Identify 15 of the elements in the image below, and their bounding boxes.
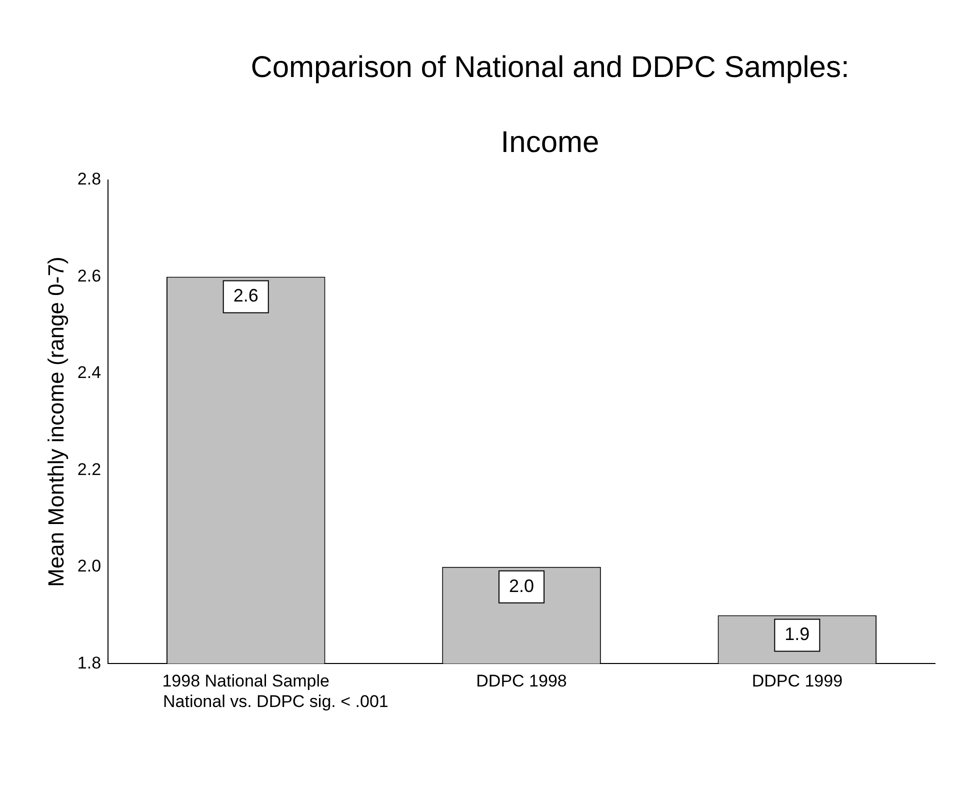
y-tick-label: 2.6 [77, 266, 102, 286]
data-label: 2.0 [509, 576, 534, 596]
x-tick-label: DDPC 1998 [476, 671, 567, 690]
data-label: 2.6 [233, 286, 258, 306]
chart-title: Comparison of National and DDPC Samples: Income [250, 51, 850, 159]
y-tick-label: 1.8 [77, 653, 102, 672]
y-axis-title: Mean Monthly income (range 0-7) [43, 256, 68, 587]
y-tick-label: 2.0 [77, 556, 102, 576]
data-label: 1.9 [784, 624, 810, 644]
y-tick-label: 2.4 [77, 363, 102, 382]
x-tick-label: 1998 National Sample [162, 671, 330, 690]
y-tick-label: 2.2 [77, 460, 102, 479]
text: National vs. DDPC sig. < .001 [163, 692, 388, 712]
x-tick-label: DDPC 1999 [752, 671, 843, 690]
y-tick-label: 2.8 [77, 170, 102, 189]
